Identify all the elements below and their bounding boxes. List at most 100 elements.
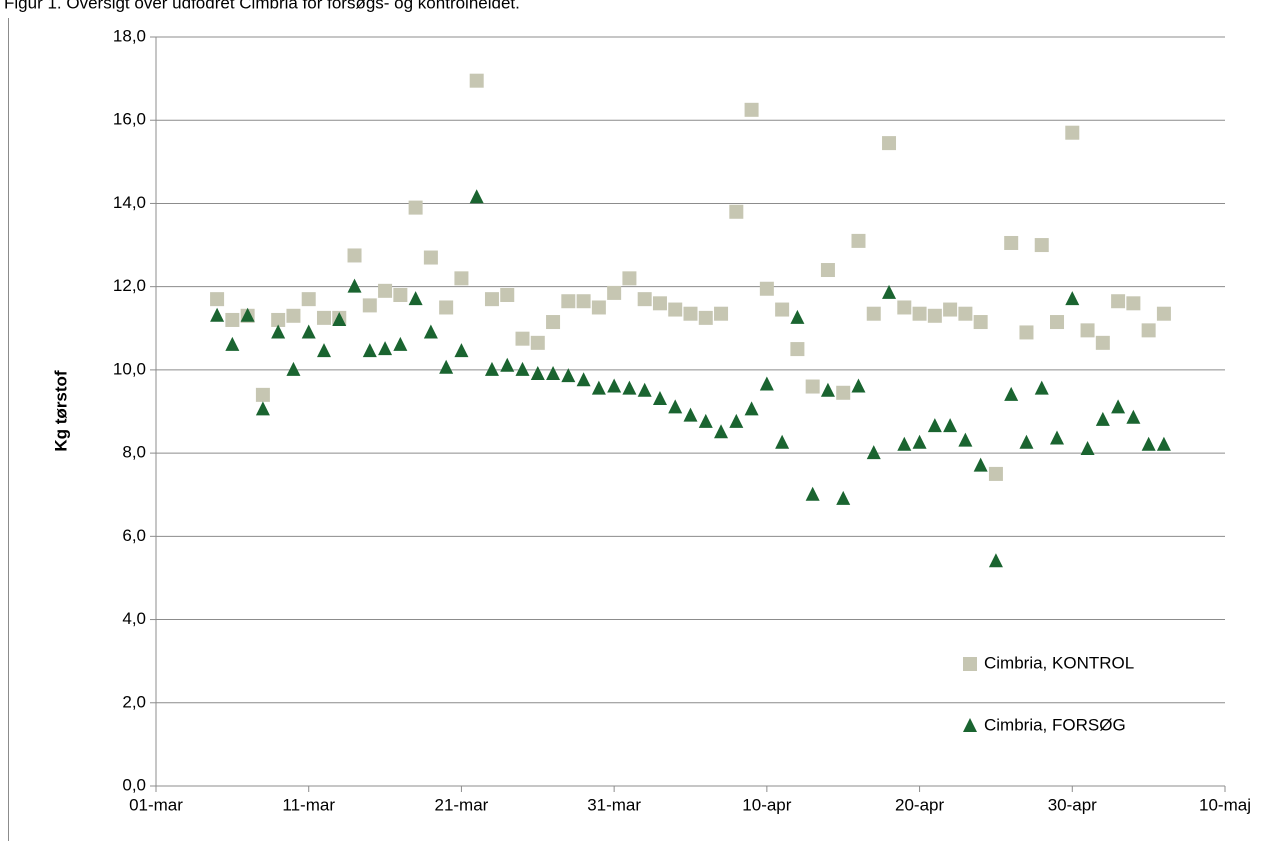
data-point	[439, 300, 454, 315]
data-point	[607, 285, 622, 300]
data-point	[714, 306, 729, 321]
data-point	[301, 324, 316, 339]
data-point	[1080, 323, 1095, 338]
data-point	[897, 300, 912, 315]
data-point	[943, 418, 958, 433]
data-point	[912, 434, 927, 449]
x-tick-label: 01-mar	[129, 795, 183, 814]
data-point	[943, 302, 958, 317]
data-point	[1095, 411, 1110, 426]
y-tick-label: 2,0	[122, 692, 146, 711]
data-point	[912, 306, 927, 321]
data-point	[1156, 436, 1171, 451]
data-point	[958, 432, 973, 447]
data-point	[515, 331, 530, 346]
data-point	[347, 278, 362, 293]
data-point	[378, 283, 393, 298]
x-tick-label: 10-maj	[1199, 795, 1251, 814]
y-tick-label: 6,0	[122, 526, 146, 545]
y-tick-label: 4,0	[122, 609, 146, 628]
data-point	[546, 366, 561, 381]
data-point	[851, 233, 866, 248]
legend-marker	[963, 657, 977, 671]
data-point	[408, 200, 423, 215]
y-tick-label: 10,0	[113, 359, 146, 378]
data-point	[332, 311, 347, 326]
data-point	[805, 486, 820, 501]
data-point	[1034, 238, 1049, 253]
data-point	[958, 306, 973, 321]
data-point	[393, 336, 408, 351]
data-point	[729, 204, 744, 219]
y-tick-label: 14,0	[113, 193, 146, 212]
data-point	[973, 315, 988, 330]
data-point	[805, 379, 820, 394]
data-point	[530, 335, 545, 350]
data-point	[1050, 430, 1065, 445]
data-point	[225, 312, 240, 327]
data-point	[698, 413, 713, 428]
data-point	[622, 271, 637, 286]
data-point	[210, 292, 225, 307]
y-tick-label: 0,0	[122, 775, 146, 794]
data-point	[225, 336, 240, 351]
data-point	[637, 292, 652, 307]
data-point	[973, 457, 988, 472]
data-point	[744, 102, 759, 117]
data-point	[1156, 306, 1171, 321]
data-point	[759, 281, 774, 296]
x-tick-label: 20-apr	[895, 795, 944, 814]
data-point	[683, 407, 698, 422]
data-point	[561, 294, 576, 309]
data-point	[882, 136, 897, 151]
data-point	[271, 324, 286, 339]
data-point	[607, 378, 622, 393]
data-point	[240, 307, 255, 322]
data-point	[500, 357, 515, 372]
x-tick-label: 30-apr	[1048, 795, 1097, 814]
data-point	[1111, 399, 1126, 414]
data-point	[1126, 409, 1141, 424]
data-point	[515, 361, 530, 376]
data-point	[1050, 315, 1065, 330]
data-point	[652, 296, 667, 311]
data-point	[408, 291, 423, 306]
data-point	[637, 382, 652, 397]
data-point	[576, 294, 591, 309]
data-point	[576, 372, 591, 387]
data-point	[1004, 235, 1019, 250]
data-point	[423, 324, 438, 339]
data-point	[851, 378, 866, 393]
y-tick-label: 8,0	[122, 443, 146, 462]
data-point	[820, 382, 835, 397]
x-tick-label: 31-mar	[587, 795, 641, 814]
data-point	[775, 434, 790, 449]
y-tick-label: 12,0	[113, 276, 146, 295]
data-point	[790, 342, 805, 357]
legend-label: Cimbria, KONTROL	[984, 653, 1134, 672]
data-point	[484, 361, 499, 376]
x-tick-label: 10-apr	[742, 795, 791, 814]
data-point	[744, 401, 759, 416]
data-point	[882, 284, 897, 299]
data-point	[668, 302, 683, 317]
data-point	[286, 308, 301, 323]
data-point	[759, 376, 774, 391]
data-point	[210, 307, 225, 322]
data-point	[469, 73, 484, 88]
data-point	[1141, 323, 1156, 338]
data-point	[393, 287, 408, 302]
data-point	[622, 380, 637, 395]
data-point	[362, 343, 377, 358]
y-tick-label: 18,0	[113, 26, 146, 45]
data-point	[820, 263, 835, 278]
chart-caption: Figur 1. Oversigt over udfodret Cimbria …	[4, 0, 520, 12]
data-point	[484, 292, 499, 307]
data-point	[1065, 125, 1080, 140]
data-point	[591, 380, 606, 395]
data-point	[836, 385, 851, 400]
data-point	[530, 366, 545, 381]
data-point	[316, 343, 331, 358]
y-tick-label: 16,0	[113, 110, 146, 129]
data-point	[454, 343, 469, 358]
